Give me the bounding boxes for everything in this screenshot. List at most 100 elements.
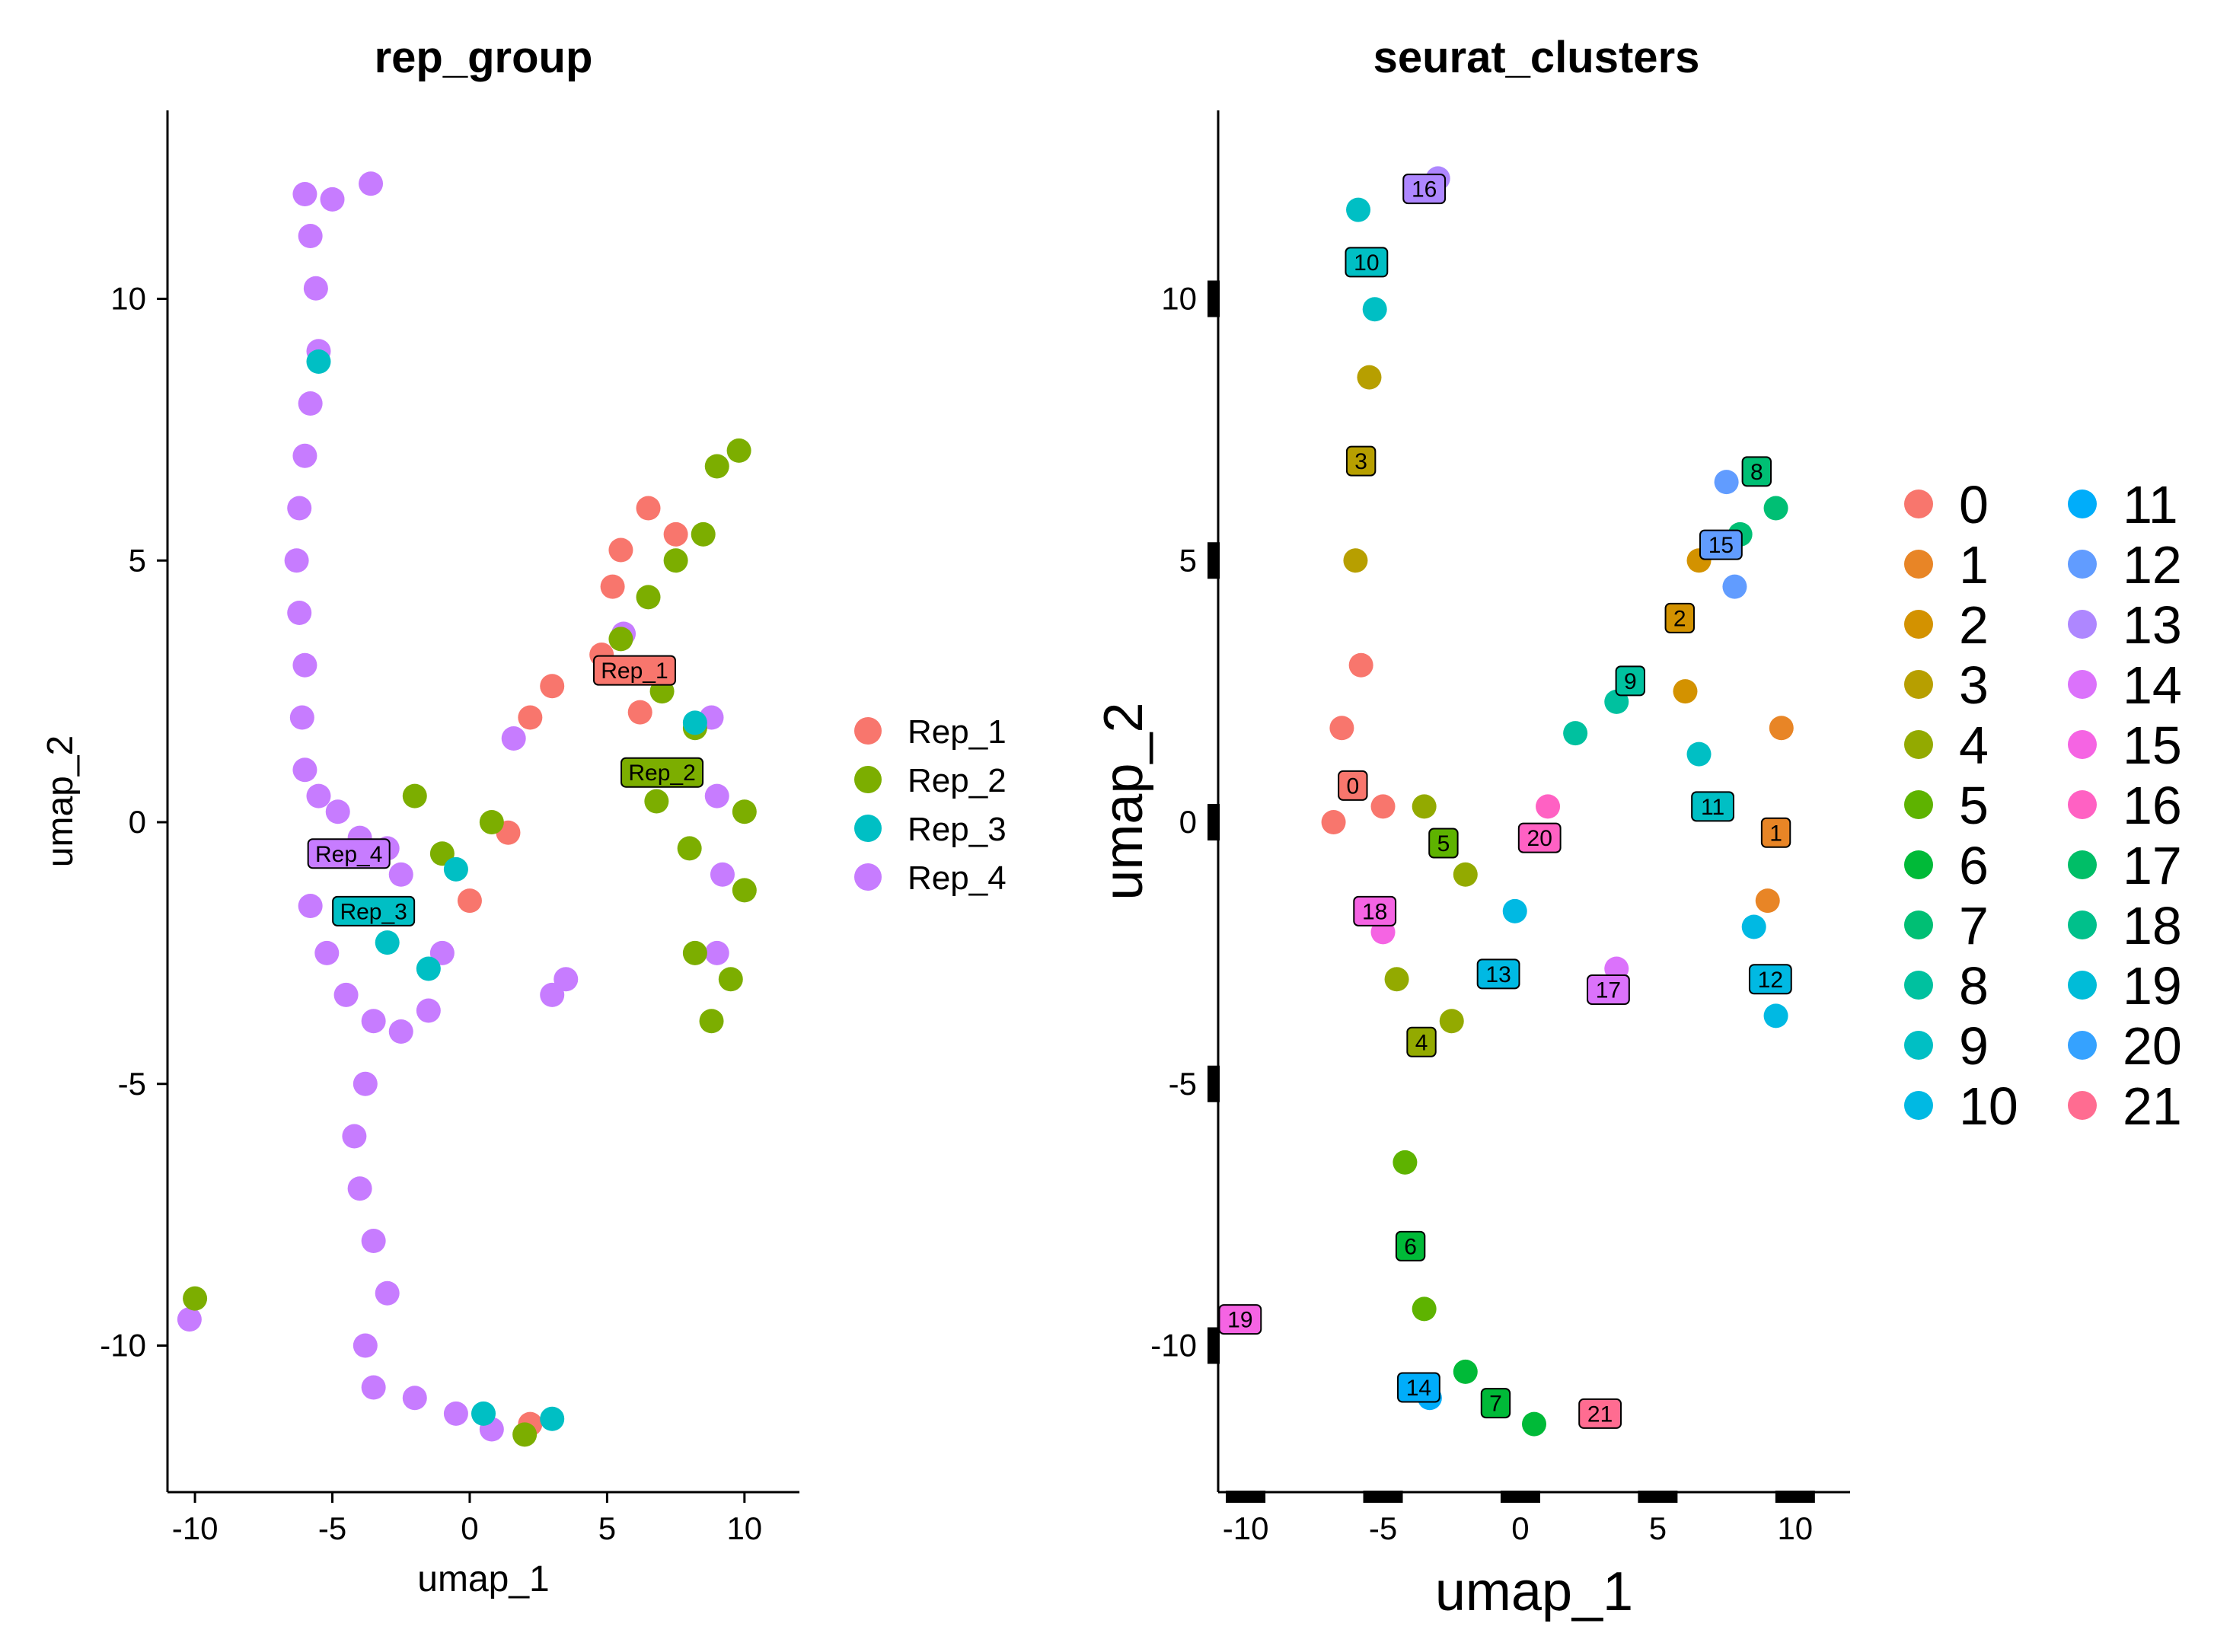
scatter-point (359, 171, 384, 196)
legend-label: Rep_3 (908, 811, 1007, 848)
plot-label: 13 (1476, 958, 1520, 990)
scatter-point (1769, 716, 1794, 741)
legend-swatch (2068, 490, 2097, 518)
scatter-point (402, 1386, 427, 1411)
legend-label: 7 (1959, 896, 1989, 955)
plot-label-box (621, 757, 704, 788)
legend-swatch (1904, 1031, 1933, 1060)
plot-label-box (307, 838, 391, 869)
scatter-point (457, 888, 482, 914)
y-tick-label: -5 (1169, 1066, 1197, 1102)
scatter-point (303, 276, 328, 301)
plot-label-text: 19 (1227, 1308, 1252, 1333)
scatter-point (347, 1176, 372, 1201)
x-tick-mark (1638, 1491, 1678, 1503)
x-tick-mark (1363, 1491, 1403, 1503)
scatter-point (1563, 721, 1588, 746)
scatter-point (342, 1124, 367, 1149)
legend-item: 16 (2068, 776, 2182, 835)
scatter-point (627, 700, 652, 725)
scatter-point (512, 1422, 538, 1447)
legend-item: Rep_3 (854, 811, 1007, 848)
legend-swatch (2068, 971, 2097, 1000)
scatter-point (501, 726, 526, 751)
legend-item: 8 (1904, 956, 1989, 1016)
x-tick-label: 5 (598, 1510, 616, 1546)
scatter-point (699, 1009, 724, 1034)
scatter-point (677, 836, 702, 861)
legend-item: 12 (2068, 535, 2182, 595)
legend-label: 8 (1959, 956, 1989, 1016)
scatter-point (416, 998, 441, 1023)
plot-label: Rep_2 (621, 757, 704, 788)
scatter-point (443, 1401, 468, 1426)
scatter-point (416, 956, 441, 981)
scatter-point (600, 574, 625, 599)
legend-label: 14 (2123, 655, 2182, 715)
legend-item: 7 (1904, 896, 1989, 955)
legend-swatch (2068, 1031, 2097, 1060)
scatter-point (1502, 898, 1527, 923)
plot-label-text: 16 (1412, 177, 1437, 203)
plot-label-text: 0 (1346, 773, 1359, 799)
plot-label: 5 (1428, 828, 1459, 859)
plot-label-box (1691, 791, 1734, 822)
legend-item: 5 (1904, 776, 1989, 835)
scatter-point (1384, 967, 1409, 992)
scatter-point (726, 438, 751, 463)
legend-item: Rep_4 (854, 859, 1007, 897)
scatter-point (1362, 297, 1387, 322)
legend-swatch (1904, 971, 1933, 1000)
legend-label: 6 (1959, 836, 1989, 895)
y-tick-label: 0 (1179, 804, 1197, 840)
legend-swatch (854, 863, 882, 891)
legend-item: Rep_1 (854, 713, 1007, 751)
x-tick-label: 0 (461, 1510, 478, 1546)
x-tick-mark (1775, 1491, 1815, 1503)
scatter-points (177, 171, 757, 1447)
scatter-point (1412, 1296, 1437, 1322)
legend-swatch (1904, 730, 1933, 759)
scatter-point (287, 601, 312, 625)
plot-label-box (1402, 174, 1447, 205)
y-tick-label: 5 (1179, 542, 1197, 578)
legend-swatch (1904, 550, 1933, 579)
x-axis-label: umap_1 (417, 1559, 549, 1599)
scatter-point (636, 585, 661, 610)
x-tick-mark (1226, 1491, 1266, 1503)
panel-rep-group: rep_group -10 -5 0 5 10 -10 -5 0 5 10 umap_1 umap_2 R… (40, 33, 1007, 1599)
scatter-point (292, 757, 317, 783)
legend-label: 3 (1959, 655, 1989, 715)
scatter-point (177, 1307, 202, 1332)
plot-label-text: 17 (1596, 978, 1621, 1003)
scatter-point (1522, 1411, 1546, 1437)
scatter-point (718, 967, 743, 992)
legend-swatch (2068, 550, 2097, 579)
scatter-point (353, 1071, 378, 1096)
plot-label-box (1406, 1026, 1437, 1057)
plot-label: 16 (1402, 174, 1447, 205)
scatter-point (1763, 496, 1788, 521)
scatter-point (1370, 794, 1396, 819)
x-tick-label: -10 (1223, 1510, 1269, 1546)
plot-label: 3 (1345, 445, 1377, 477)
legend-label: 2 (1959, 595, 1989, 655)
legend-swatch (1904, 911, 1933, 939)
scatter-point (320, 187, 345, 212)
y-axis-label: umap_2 (1093, 702, 1154, 900)
scatter-point (1741, 914, 1766, 939)
legend-swatch (1904, 490, 1933, 518)
scatter-point (471, 1401, 496, 1426)
legend-label: 13 (2123, 595, 2182, 655)
plot-label-text: 7 (1489, 1392, 1502, 1417)
y-axis-label: umap_2 (40, 735, 81, 867)
legend-swatch (1904, 670, 1933, 699)
scatter-point (375, 930, 400, 955)
scatter-point (704, 783, 729, 808)
x-tick-label: 10 (1777, 1510, 1813, 1546)
legend-label: 17 (2123, 836, 2182, 895)
scatter-point (306, 349, 331, 374)
plot-label: 12 (1748, 964, 1792, 995)
plot-label: 11 (1691, 791, 1734, 822)
scatter-point (402, 783, 427, 808)
